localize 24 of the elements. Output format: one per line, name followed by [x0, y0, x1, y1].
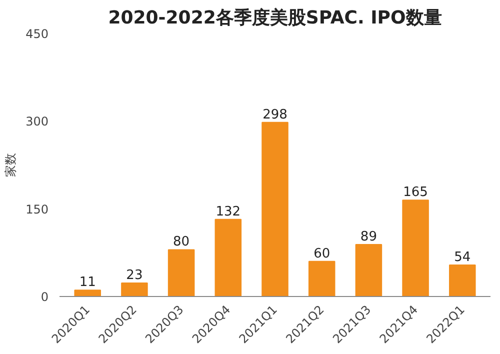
- y-axis-title: 家数: [4, 153, 18, 177]
- data-label: 298: [262, 107, 288, 122]
- bar: [121, 282, 148, 296]
- data-label: 60: [314, 246, 330, 262]
- bar: [308, 260, 336, 296]
- data-label: 132: [216, 204, 241, 220]
- bar: [355, 244, 382, 296]
- data-label: 54: [454, 250, 471, 265]
- data-label: 165: [403, 185, 428, 200]
- data-label: 23: [126, 268, 143, 284]
- data-label: 89: [360, 229, 377, 244]
- bar: [168, 249, 195, 296]
- y-tick-label: 300: [26, 114, 48, 129]
- bar: [74, 290, 101, 296]
- data-label: 11: [79, 275, 96, 290]
- y-tick-label: 450: [26, 27, 48, 41]
- bar: [402, 200, 429, 296]
- chart-title: 2020-2022各季度美股SPAC. IPO数量: [108, 8, 442, 28]
- bar: [449, 264, 476, 296]
- data-label: 80: [173, 234, 190, 250]
- y-tick-label: 150: [26, 202, 48, 216]
- y-tick-label: 0: [40, 290, 49, 304]
- bar: [214, 218, 242, 296]
- bar: [262, 122, 288, 296]
